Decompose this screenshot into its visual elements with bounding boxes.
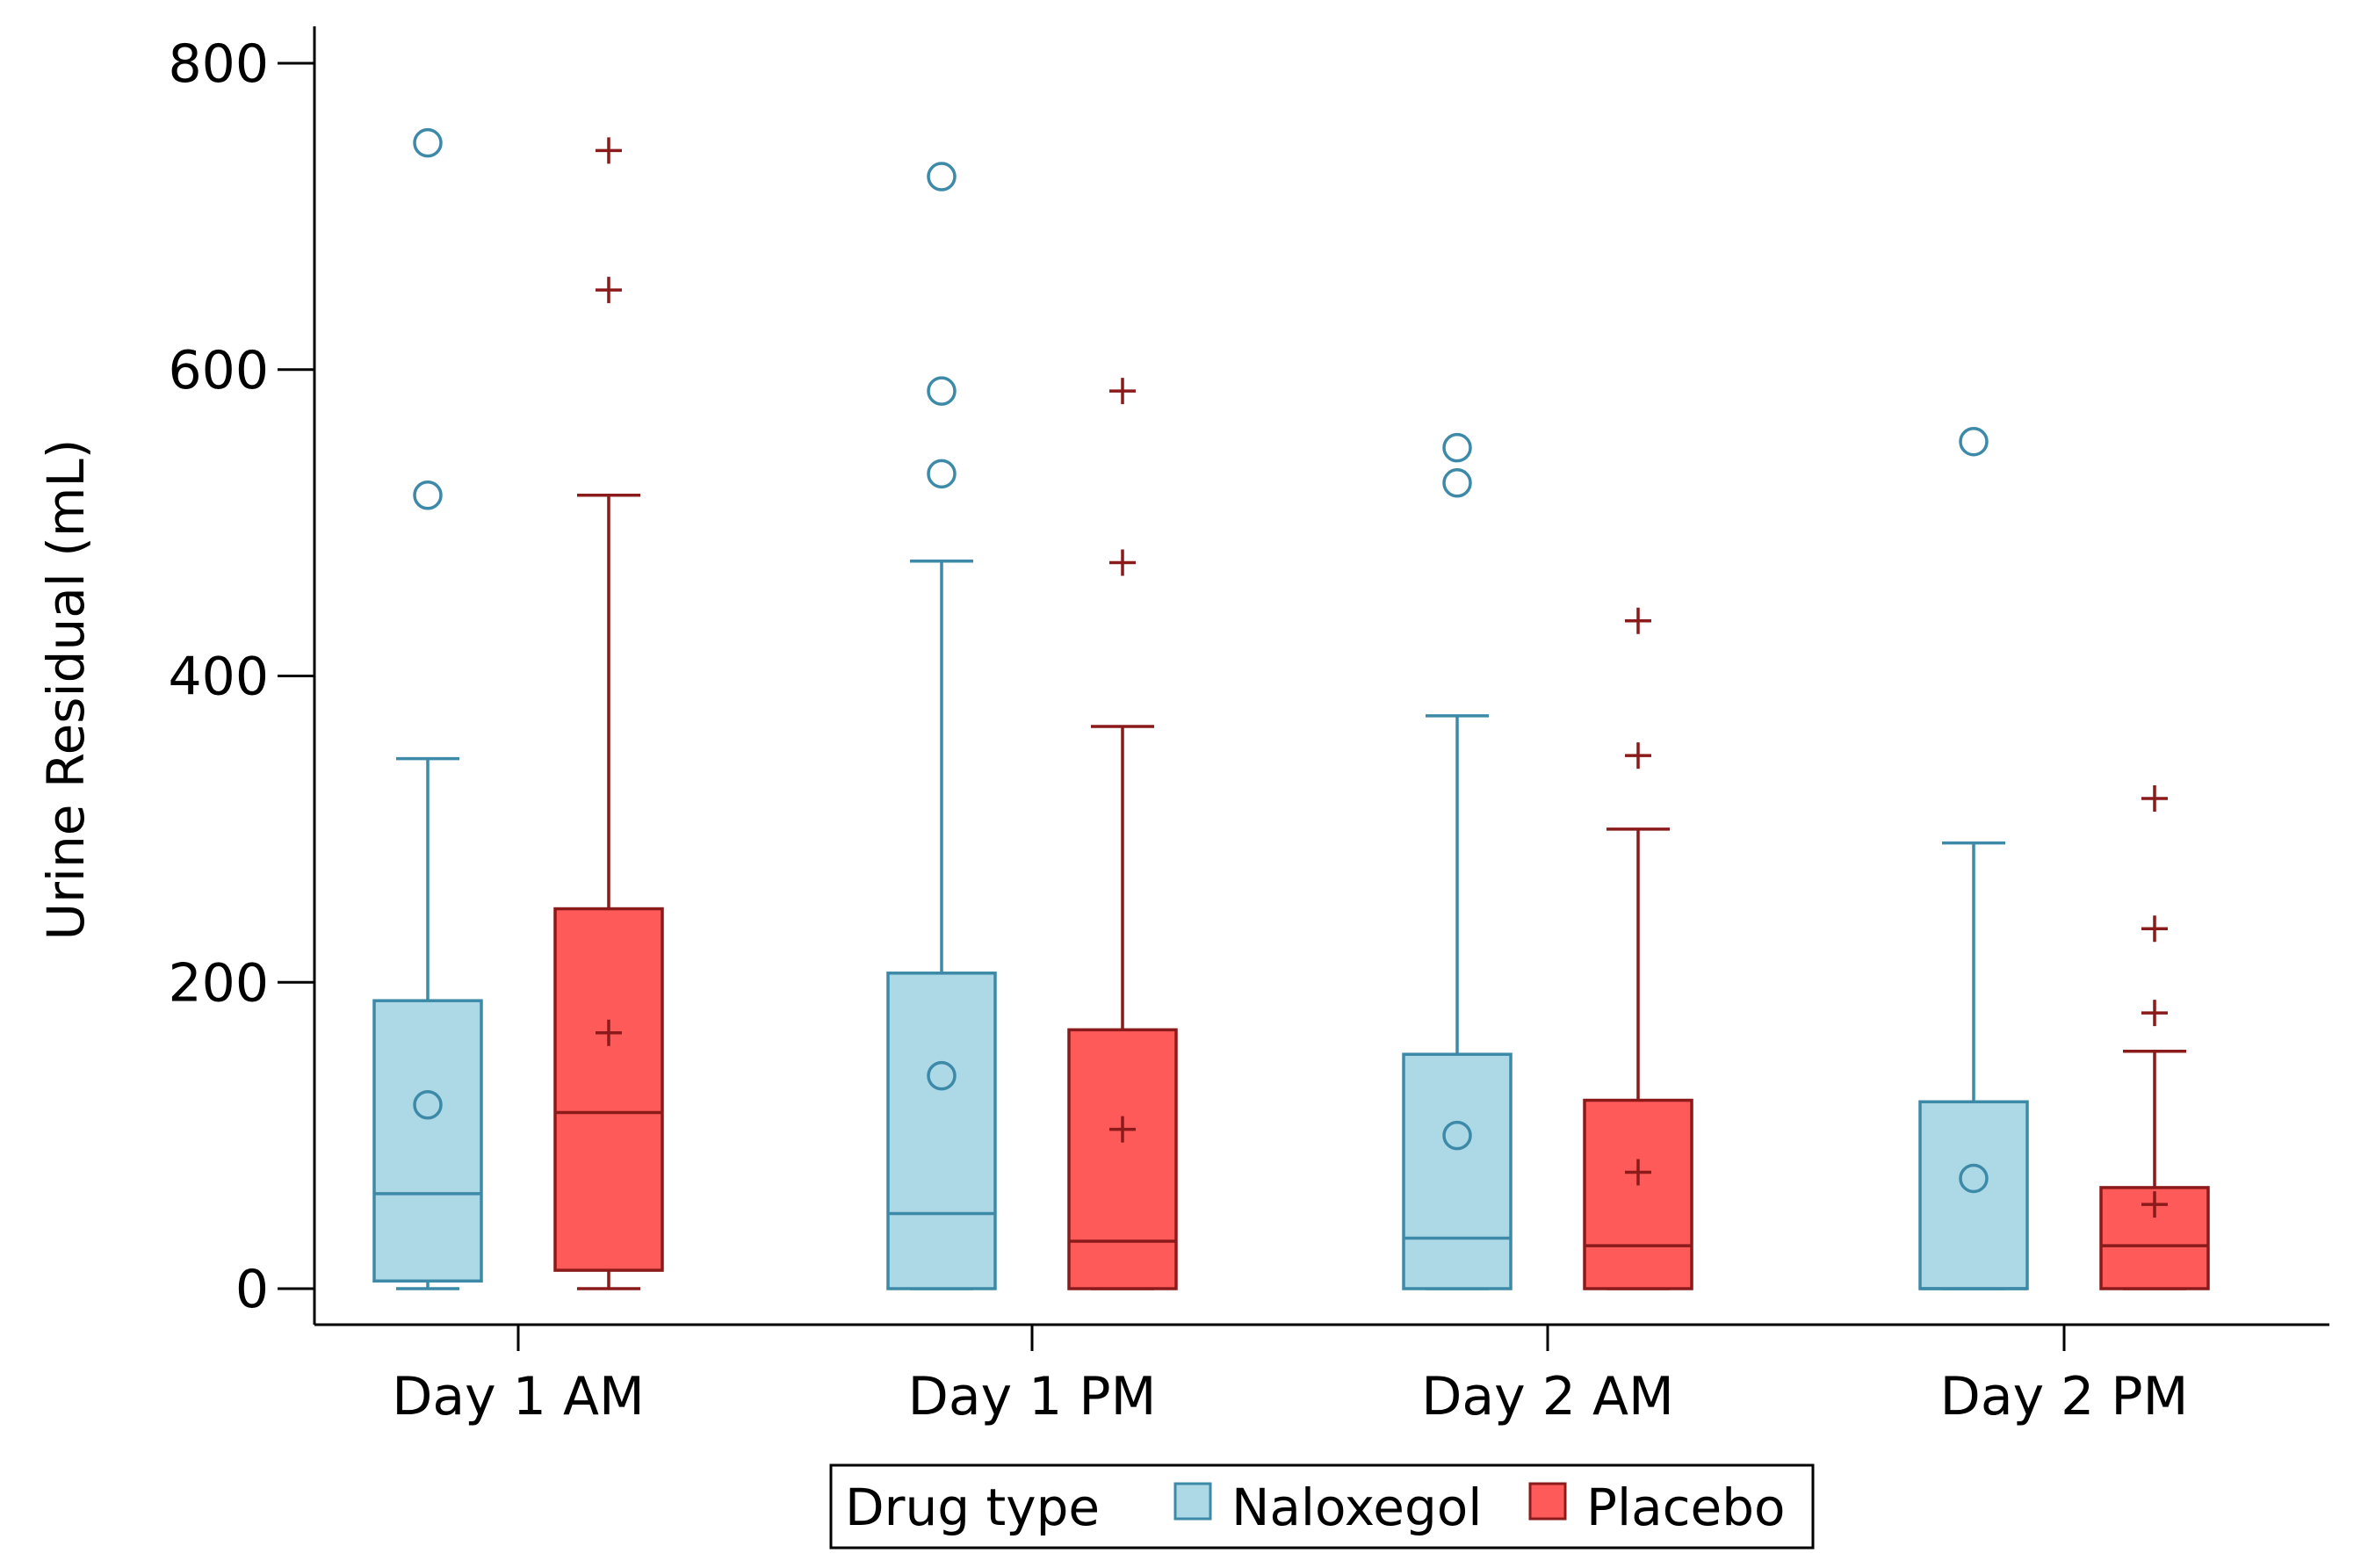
y-axis-title: Urine Residual (mL) xyxy=(36,439,96,941)
naloxegol-outlier-marker xyxy=(927,376,957,406)
x-tick-label: Day 2 AM xyxy=(1421,1366,1674,1427)
placebo-outlier-marker xyxy=(596,137,622,164)
placebo-mean-marker xyxy=(1625,1159,1651,1186)
naloxegol-outlier-marker xyxy=(1959,426,1989,457)
naloxegol-mean-marker xyxy=(1959,1163,1989,1194)
y-tick-label: 600 xyxy=(168,340,269,401)
placebo-outlier-marker xyxy=(2141,915,2168,943)
legend-label-naloxegol: Naloxegol xyxy=(1231,1478,1482,1537)
x-tick-label: Day 1 PM xyxy=(908,1366,1157,1427)
y-tick-label: 0 xyxy=(235,1259,269,1320)
plot-marks: 0 200 400 600 800 Day 1 AM Day 1 PM Day 2 AM Day… xyxy=(168,26,2329,1427)
placebo-outlier-marker xyxy=(1625,742,1651,770)
naloxegol-box xyxy=(886,972,997,1290)
placebo-outlier-marker xyxy=(596,277,622,304)
placebo-outlier-marker xyxy=(1109,378,1136,405)
legend: Drug type Naloxegol Placebo xyxy=(829,1463,1815,1550)
naloxegol-outlier-marker xyxy=(1442,432,1472,463)
naloxegol-outlier-marker xyxy=(413,127,443,158)
naloxegol-box xyxy=(1402,1052,1513,1290)
naloxegol-box xyxy=(1918,1100,2029,1290)
legend-label-placebo: Placebo xyxy=(1586,1478,1786,1537)
x-tick-label: Day 2 PM xyxy=(1940,1366,2189,1427)
legend-box xyxy=(829,1463,1815,1550)
y-tick-label: 800 xyxy=(168,33,269,95)
placebo-mean-marker xyxy=(2141,1191,2168,1218)
naloxegol-outlier-marker xyxy=(927,162,957,191)
placebo-outlier-marker xyxy=(2141,785,2168,812)
naloxegol-outlier-marker xyxy=(927,459,957,489)
placebo-outlier-marker xyxy=(1625,607,1651,634)
legend-title: Drug type xyxy=(845,1478,1100,1537)
legend-swatch-placebo xyxy=(1528,1482,1567,1521)
placebo-mean-marker xyxy=(1109,1116,1136,1143)
y-tick-label: 200 xyxy=(168,952,269,1014)
placebo-outlier-marker xyxy=(1109,549,1136,576)
placebo-box xyxy=(553,907,664,1272)
placebo-box xyxy=(1067,1028,1178,1290)
x-tick-label: Day 1 AM xyxy=(392,1366,645,1427)
placebo-outlier-marker xyxy=(2141,1000,2168,1027)
placebo-box xyxy=(1583,1098,1693,1290)
naloxegol-mean-marker xyxy=(927,1060,957,1091)
naloxegol-box xyxy=(372,999,483,1283)
placebo-mean-marker xyxy=(596,1019,622,1046)
naloxegol-mean-marker xyxy=(413,1090,443,1120)
naloxegol-mean-marker xyxy=(1442,1120,1472,1151)
naloxegol-outlier-marker xyxy=(413,480,443,510)
legend-swatch-naloxegol xyxy=(1173,1482,1212,1521)
y-tick-label: 400 xyxy=(168,647,269,708)
naloxegol-outlier-marker xyxy=(1442,468,1472,498)
